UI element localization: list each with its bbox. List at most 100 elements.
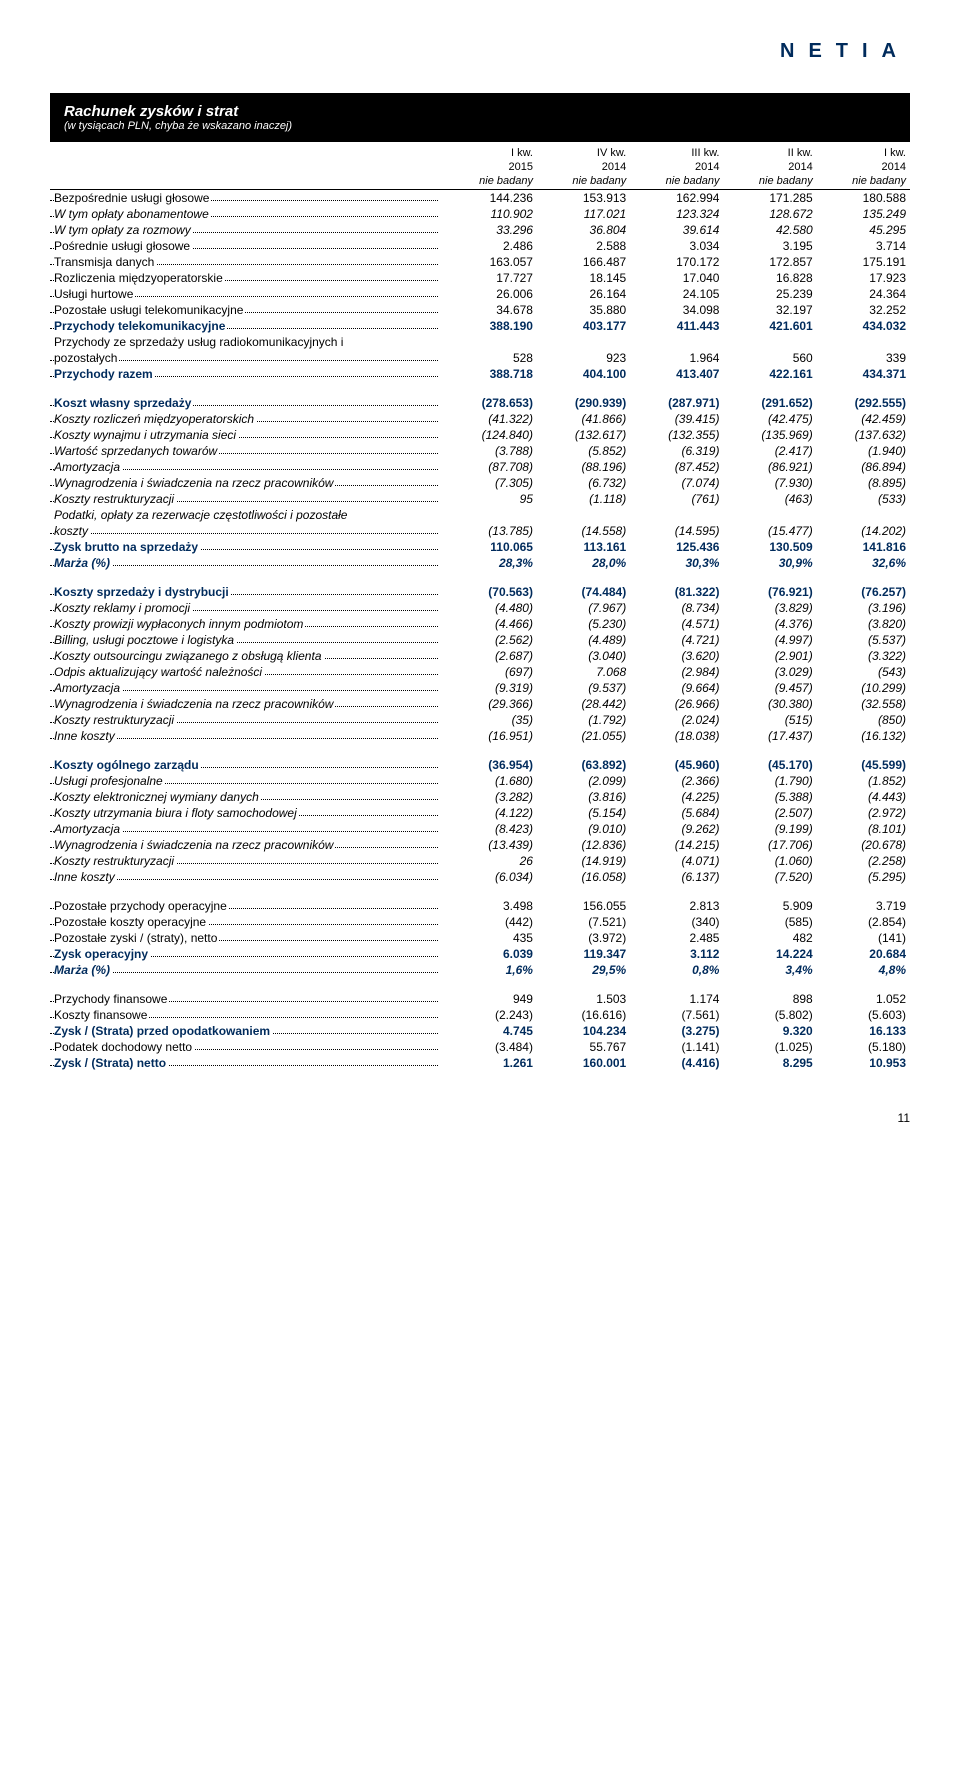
cell-value: (5.537) (817, 632, 910, 648)
cell-value: (5.802) (723, 1007, 816, 1023)
cell-value: (3.820) (817, 616, 910, 632)
cell-value: 482 (723, 930, 816, 946)
cell-value: (6.034) (444, 869, 537, 885)
cell-value: (1.790) (723, 773, 816, 789)
table-row: Rozliczenia międzyoperatorskie17.72718.1… (50, 270, 910, 286)
table-row: Bezpośrednie usługi głosowe144.236153.91… (50, 190, 910, 207)
cell-value (630, 334, 723, 350)
report-title-block: Rachunek zysków i strat (w tysiącach PLN… (50, 93, 910, 142)
column-header: 2014 (537, 160, 630, 174)
cell-value: (8.895) (817, 475, 910, 491)
cell-value: 160.001 (537, 1055, 630, 1071)
row-label: Billing, usługi pocztowe i logistyka (54, 633, 236, 647)
table-row: Koszty restrukturyzacji26(14.919)(4.071)… (50, 853, 910, 869)
cell-value: (16.132) (817, 728, 910, 744)
report-subtitle: (w tysiącach PLN, chyba że wskazano inac… (64, 120, 896, 132)
row-label: Koszty sprzedaży i dystrybucji (54, 585, 231, 599)
cell-value: (10.299) (817, 680, 910, 696)
cell-value: (1.940) (817, 443, 910, 459)
cell-value: 123.324 (630, 206, 723, 222)
cell-value: (4.376) (723, 616, 816, 632)
cell-value: (63.892) (537, 744, 630, 773)
column-header: III kw. (630, 146, 723, 160)
row-label: Koszty wynajmu i utrzymania sieci (54, 428, 238, 442)
cell-value: 32,6% (817, 555, 910, 571)
cell-value: (5.852) (537, 443, 630, 459)
cell-value: (697) (444, 664, 537, 680)
row-label: Koszty utrzymania biura i floty samochod… (54, 806, 299, 820)
cell-value: (14.919) (537, 853, 630, 869)
column-header: nie badany (537, 174, 630, 190)
cell-value: (2.024) (630, 712, 723, 728)
cell-value: (132.355) (630, 427, 723, 443)
cell-value: 434.371 (817, 366, 910, 382)
table-row: Koszty utrzymania biura i floty samochod… (50, 805, 910, 821)
table-row: Koszty restrukturyzacji(35)(1.792)(2.024… (50, 712, 910, 728)
cell-value: 117.021 (537, 206, 630, 222)
cell-value: (41.322) (444, 411, 537, 427)
column-header: nie badany (723, 174, 816, 190)
table-row: Podatek dochodowy netto(3.484)55.767(1.1… (50, 1039, 910, 1055)
cell-value: (42.459) (817, 411, 910, 427)
cell-value: (6.732) (537, 475, 630, 491)
cell-value: (86.921) (723, 459, 816, 475)
cell-value: (291.652) (723, 382, 816, 411)
cell-value: 17.923 (817, 270, 910, 286)
row-label: Zysk / (Strata) netto (54, 1056, 168, 1070)
table-row: pozostałych5289231.964560339 (50, 350, 910, 366)
cell-value: 30,9% (723, 555, 816, 571)
cell-value: 24.364 (817, 286, 910, 302)
cell-value: (543) (817, 664, 910, 680)
cell-value: (42.475) (723, 411, 816, 427)
cell-value: 422.161 (723, 366, 816, 382)
cell-value (630, 507, 723, 523)
cell-value: 421.601 (723, 318, 816, 334)
cell-value: (132.617) (537, 427, 630, 443)
cell-value: (2.901) (723, 648, 816, 664)
column-header: 2014 (817, 160, 910, 174)
cell-value: (4.122) (444, 805, 537, 821)
row-label: pozostałych (54, 351, 119, 365)
column-header: II kw. (723, 146, 816, 160)
row-label: Koszty rozliczeń międzyoperatorskich (54, 412, 256, 426)
table-row: koszty(13.785)(14.558)(14.595)(15.477)(1… (50, 523, 910, 539)
cell-value: 1,6% (444, 962, 537, 978)
table-row: Koszty finansowe(2.243)(16.616)(7.561)(5… (50, 1007, 910, 1023)
cell-value: 4.745 (444, 1023, 537, 1039)
table-row: Pośrednie usługi głosowe2.4862.5883.0343… (50, 238, 910, 254)
cell-value: (6.137) (630, 869, 723, 885)
cell-value: 14.224 (723, 946, 816, 962)
column-header: I kw. (444, 146, 537, 160)
cell-value: 33.296 (444, 222, 537, 238)
cell-value: 42.580 (723, 222, 816, 238)
cell-value: (4.071) (630, 853, 723, 869)
cell-value: (761) (630, 491, 723, 507)
table-row: Marża (%)1,6%29,5%0,8%3,4%4,8% (50, 962, 910, 978)
cell-value: (340) (630, 914, 723, 930)
table-row: Koszty rozliczeń międzyoperatorskich (41.… (50, 411, 910, 427)
cell-value: 130.509 (723, 539, 816, 555)
cell-value: (2.507) (723, 805, 816, 821)
cell-value: 2.485 (630, 930, 723, 946)
row-label: Odpis aktualizujący wartość należności (54, 665, 264, 679)
row-label: Koszty restrukturyzacji (54, 492, 176, 506)
row-label: W tym opłaty za rozmowy (54, 223, 193, 237)
table-row: Billing, usługi pocztowe i logistyka (2.5… (50, 632, 910, 648)
column-header: nie badany (444, 174, 537, 190)
cell-value: 388.190 (444, 318, 537, 334)
row-label: W tym opłaty abonamentowe (54, 207, 211, 221)
cell-value: (4.571) (630, 616, 723, 632)
cell-value: (4.416) (630, 1055, 723, 1071)
table-row: Koszty reklamy i promocji(4.480)(7.967)(… (50, 600, 910, 616)
table-row: Wynagrodzenia i świadczenia na rzecz pra… (50, 837, 910, 853)
table-row: Zysk / (Strata) netto1.261160.001(4.416)… (50, 1055, 910, 1071)
cell-value: (2.562) (444, 632, 537, 648)
row-label: Przychody telekomunikacyjne (54, 319, 227, 333)
cell-value: 172.857 (723, 254, 816, 270)
cell-value: 25.239 (723, 286, 816, 302)
cell-value: (124.840) (444, 427, 537, 443)
cell-value: 28,3% (444, 555, 537, 571)
cell-value: (4.480) (444, 600, 537, 616)
row-label: Transmisja danych (54, 255, 156, 269)
table-row: Przychody razem388.718404.100413.407422.… (50, 366, 910, 382)
